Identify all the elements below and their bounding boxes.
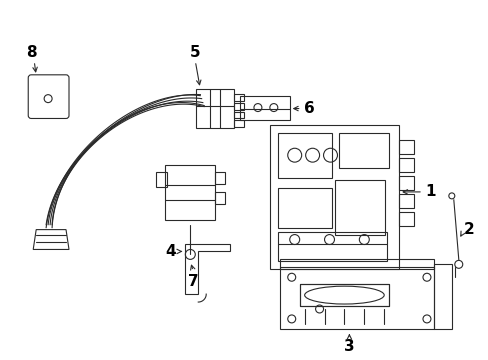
Text: 2: 2 (463, 222, 473, 237)
Text: 8: 8 (26, 45, 37, 60)
Bar (196, 89, 234, 129)
Bar (269, 125, 398, 269)
Bar (398, 194, 413, 208)
Text: 3: 3 (344, 339, 354, 354)
Bar (277, 231, 386, 261)
Bar (234, 94, 244, 100)
Bar (215, 172, 224, 184)
Text: 7: 7 (187, 274, 198, 289)
Bar (215, 192, 224, 204)
Bar (398, 140, 413, 154)
Bar (339, 133, 388, 168)
Bar (398, 212, 413, 226)
Text: 1: 1 (425, 184, 435, 199)
Bar (234, 121, 244, 127)
Text: 5: 5 (189, 45, 200, 60)
Bar (398, 158, 413, 172)
Text: 4: 4 (165, 244, 175, 259)
Bar (299, 284, 388, 306)
Bar (240, 96, 289, 121)
Text: 6: 6 (304, 101, 314, 116)
Bar (165, 165, 215, 220)
Bar (277, 188, 332, 228)
Bar (433, 264, 451, 329)
Bar (234, 112, 244, 118)
Bar (155, 172, 167, 187)
Bar (335, 180, 385, 235)
Bar (234, 103, 244, 109)
Bar (398, 176, 413, 190)
Bar (279, 267, 433, 329)
Bar (277, 133, 332, 178)
Bar (279, 260, 433, 269)
Bar (299, 284, 388, 306)
